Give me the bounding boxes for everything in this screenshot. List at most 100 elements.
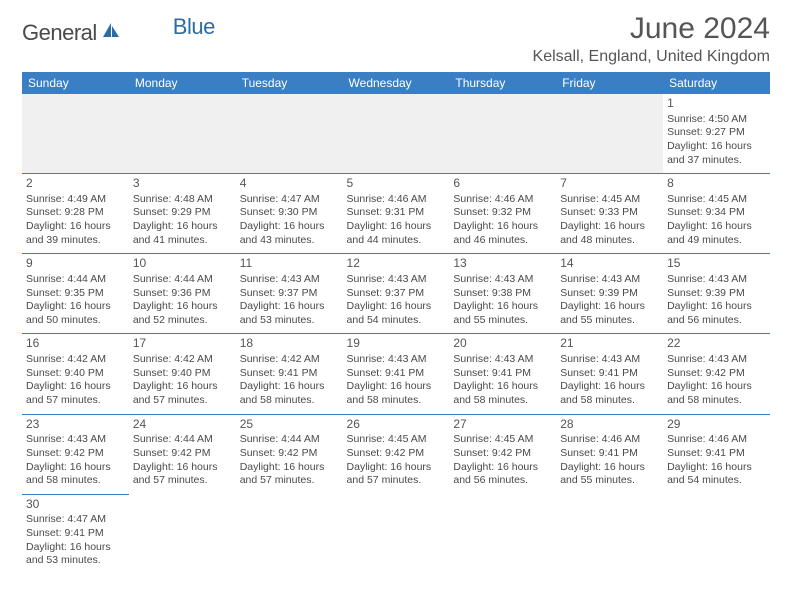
daylight-line: Daylight: 16 hours and 58 minutes. xyxy=(26,461,125,488)
sunset-line: Sunset: 9:41 PM xyxy=(560,447,659,461)
sunset-line: Sunset: 9:29 PM xyxy=(133,206,232,220)
calendar-week-row: 2Sunrise: 4:49 AMSunset: 9:28 PMDaylight… xyxy=(22,174,770,254)
day-number: 17 xyxy=(133,336,232,352)
daylight-line: Daylight: 16 hours and 57 minutes. xyxy=(133,380,232,407)
sunrise-line: Sunrise: 4:42 AM xyxy=(240,353,339,367)
day-number: 8 xyxy=(667,176,766,192)
calendar-empty-cell xyxy=(449,94,556,174)
day-number: 9 xyxy=(26,256,125,272)
brand-sail-icon xyxy=(101,21,121,44)
day-number: 20 xyxy=(453,336,552,352)
sunrise-line: Sunrise: 4:43 AM xyxy=(667,273,766,287)
calendar-week-row: 9Sunrise: 4:44 AMSunset: 9:35 PMDaylight… xyxy=(22,254,770,334)
daylight-line: Daylight: 16 hours and 57 minutes. xyxy=(347,461,446,488)
calendar-day-cell: 15Sunrise: 4:43 AMSunset: 9:39 PMDayligh… xyxy=(663,254,770,334)
calendar-day-cell: 14Sunrise: 4:43 AMSunset: 9:39 PMDayligh… xyxy=(556,254,663,334)
sunset-line: Sunset: 9:42 PM xyxy=(26,447,125,461)
calendar-empty-cell xyxy=(129,494,236,574)
day-number: 7 xyxy=(560,176,659,192)
day-number: 27 xyxy=(453,417,552,433)
day-number: 23 xyxy=(26,417,125,433)
sunset-line: Sunset: 9:42 PM xyxy=(453,447,552,461)
daylight-line: Daylight: 16 hours and 58 minutes. xyxy=(347,380,446,407)
day-number: 14 xyxy=(560,256,659,272)
calendar-empty-cell xyxy=(22,94,129,174)
calendar-day-cell: 7Sunrise: 4:45 AMSunset: 9:33 PMDaylight… xyxy=(556,174,663,254)
calendar-day-cell: 2Sunrise: 4:49 AMSunset: 9:28 PMDaylight… xyxy=(22,174,129,254)
brand-name-sub: Blue xyxy=(173,14,215,40)
day-number: 18 xyxy=(240,336,339,352)
calendar-empty-cell xyxy=(236,94,343,174)
daylight-line: Daylight: 16 hours and 48 minutes. xyxy=(560,220,659,247)
sunset-line: Sunset: 9:27 PM xyxy=(667,126,766,140)
daylight-line: Daylight: 16 hours and 58 minutes. xyxy=(667,380,766,407)
daylight-line: Daylight: 16 hours and 50 minutes. xyxy=(26,300,125,327)
sunset-line: Sunset: 9:34 PM xyxy=(667,206,766,220)
daylight-line: Daylight: 16 hours and 52 minutes. xyxy=(133,300,232,327)
calendar-day-cell: 8Sunrise: 4:45 AMSunset: 9:34 PMDaylight… xyxy=(663,174,770,254)
sunset-line: Sunset: 9:31 PM xyxy=(347,206,446,220)
sunrise-line: Sunrise: 4:43 AM xyxy=(347,353,446,367)
sunset-line: Sunset: 9:41 PM xyxy=(560,367,659,381)
calendar-day-cell: 3Sunrise: 4:48 AMSunset: 9:29 PMDaylight… xyxy=(129,174,236,254)
sunset-line: Sunset: 9:38 PM xyxy=(453,287,552,301)
sunset-line: Sunset: 9:42 PM xyxy=(240,447,339,461)
sunset-line: Sunset: 9:42 PM xyxy=(133,447,232,461)
sunrise-line: Sunrise: 4:45 AM xyxy=(347,433,446,447)
sunset-line: Sunset: 9:33 PM xyxy=(560,206,659,220)
sunrise-line: Sunrise: 4:46 AM xyxy=(560,433,659,447)
day-header: Tuesday xyxy=(236,72,343,94)
day-number: 6 xyxy=(453,176,552,192)
sunset-line: Sunset: 9:42 PM xyxy=(667,367,766,381)
calendar-day-cell: 18Sunrise: 4:42 AMSunset: 9:41 PMDayligh… xyxy=(236,334,343,414)
sunset-line: Sunset: 9:35 PM xyxy=(26,287,125,301)
calendar-day-cell: 16Sunrise: 4:42 AMSunset: 9:40 PMDayligh… xyxy=(22,334,129,414)
calendar-day-cell: 12Sunrise: 4:43 AMSunset: 9:37 PMDayligh… xyxy=(343,254,450,334)
sunrise-line: Sunrise: 4:44 AM xyxy=(26,273,125,287)
calendar-empty-cell xyxy=(343,494,450,574)
daylight-line: Daylight: 16 hours and 56 minutes. xyxy=(453,461,552,488)
daylight-line: Daylight: 16 hours and 54 minutes. xyxy=(347,300,446,327)
daylight-line: Daylight: 16 hours and 57 minutes. xyxy=(133,461,232,488)
daylight-line: Daylight: 16 hours and 56 minutes. xyxy=(667,300,766,327)
day-number: 5 xyxy=(347,176,446,192)
sunrise-line: Sunrise: 4:45 AM xyxy=(453,433,552,447)
month-title: June 2024 xyxy=(533,12,770,46)
daylight-line: Daylight: 16 hours and 53 minutes. xyxy=(240,300,339,327)
calendar-day-cell: 10Sunrise: 4:44 AMSunset: 9:36 PMDayligh… xyxy=(129,254,236,334)
daylight-line: Daylight: 16 hours and 43 minutes. xyxy=(240,220,339,247)
sunrise-line: Sunrise: 4:42 AM xyxy=(133,353,232,367)
sunrise-line: Sunrise: 4:43 AM xyxy=(26,433,125,447)
day-number: 1 xyxy=(667,96,766,112)
calendar-empty-cell xyxy=(556,494,663,574)
daylight-line: Daylight: 16 hours and 49 minutes. xyxy=(667,220,766,247)
sunset-line: Sunset: 9:41 PM xyxy=(26,527,125,541)
sunset-line: Sunset: 9:41 PM xyxy=(347,367,446,381)
sunset-line: Sunset: 9:37 PM xyxy=(347,287,446,301)
calendar-day-cell: 29Sunrise: 4:46 AMSunset: 9:41 PMDayligh… xyxy=(663,414,770,494)
sunrise-line: Sunrise: 4:49 AM xyxy=(26,193,125,207)
day-number: 12 xyxy=(347,256,446,272)
calendar-empty-cell xyxy=(129,94,236,174)
daylight-line: Daylight: 16 hours and 58 minutes. xyxy=(240,380,339,407)
day-header: Wednesday xyxy=(343,72,450,94)
sunrise-line: Sunrise: 4:44 AM xyxy=(240,433,339,447)
sunrise-line: Sunrise: 4:43 AM xyxy=(453,353,552,367)
sunrise-line: Sunrise: 4:44 AM xyxy=(133,433,232,447)
sunrise-line: Sunrise: 4:42 AM xyxy=(26,353,125,367)
calendar-day-cell: 26Sunrise: 4:45 AMSunset: 9:42 PMDayligh… xyxy=(343,414,450,494)
sunrise-line: Sunrise: 4:47 AM xyxy=(240,193,339,207)
calendar-day-cell: 27Sunrise: 4:45 AMSunset: 9:42 PMDayligh… xyxy=(449,414,556,494)
day-number: 22 xyxy=(667,336,766,352)
sunset-line: Sunset: 9:40 PM xyxy=(26,367,125,381)
calendar-day-cell: 17Sunrise: 4:42 AMSunset: 9:40 PMDayligh… xyxy=(129,334,236,414)
calendar-day-cell: 5Sunrise: 4:46 AMSunset: 9:31 PMDaylight… xyxy=(343,174,450,254)
day-number: 29 xyxy=(667,417,766,433)
day-number: 25 xyxy=(240,417,339,433)
calendar-empty-cell xyxy=(449,494,556,574)
daylight-line: Daylight: 16 hours and 46 minutes. xyxy=(453,220,552,247)
calendar-day-cell: 30Sunrise: 4:47 AMSunset: 9:41 PMDayligh… xyxy=(22,494,129,574)
sunrise-line: Sunrise: 4:43 AM xyxy=(667,353,766,367)
title-block: June 2024 Kelsall, England, United Kingd… xyxy=(533,12,770,66)
day-header: Monday xyxy=(129,72,236,94)
